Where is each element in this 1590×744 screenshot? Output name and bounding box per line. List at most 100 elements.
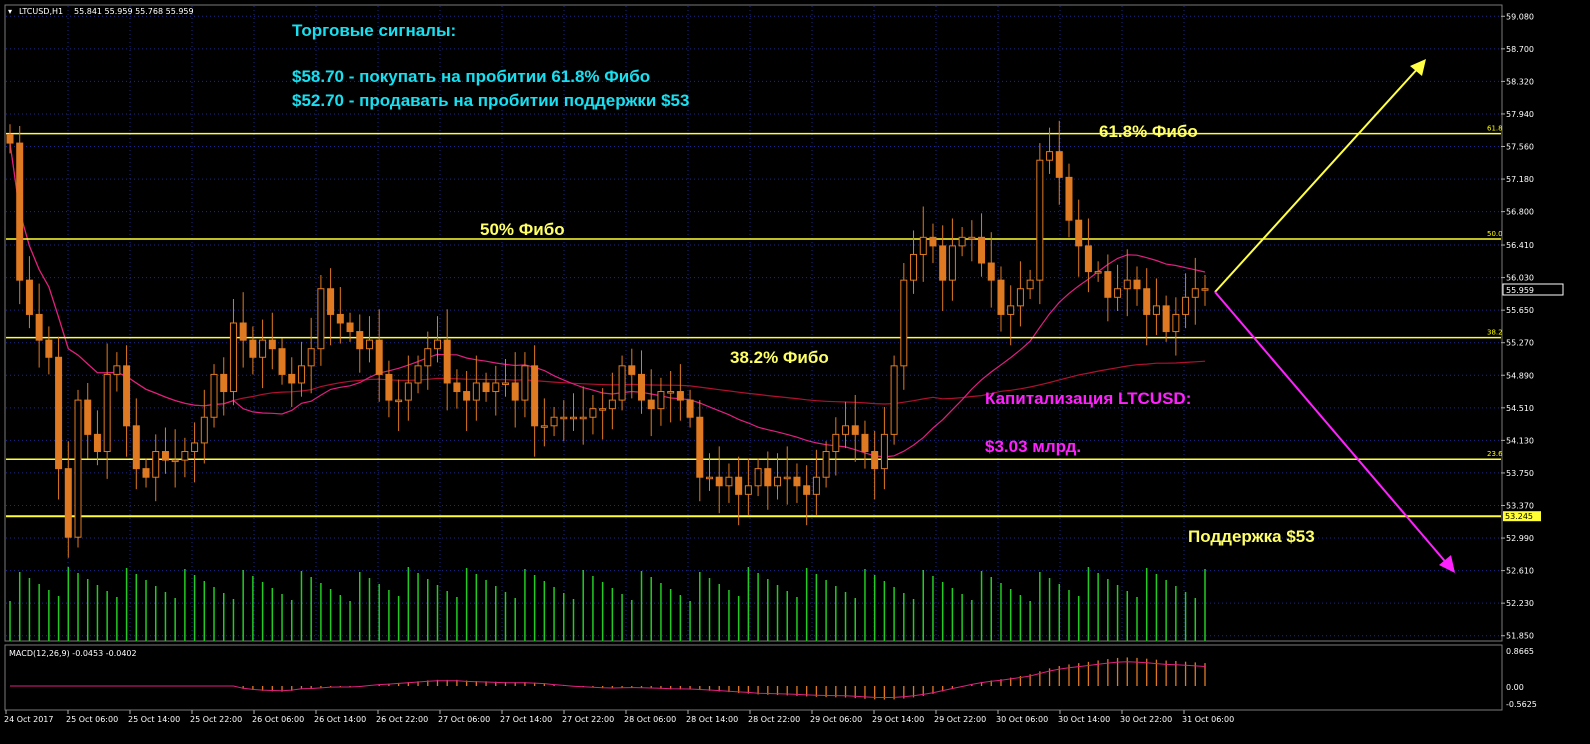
candle-body xyxy=(55,356,63,470)
candle-body xyxy=(608,399,616,410)
y-tick-label: 58.320 xyxy=(1506,77,1534,86)
x-axis: 24 Oct 2017 25 Oct 06:00 25 Oct 14:00 25 Oc… xyxy=(4,710,1234,724)
candle-body xyxy=(385,373,393,401)
arrow-up-head xyxy=(1410,59,1426,76)
x-tick-label: 24 Oct 2017 xyxy=(4,715,53,724)
candle-body xyxy=(715,476,723,487)
candle-body xyxy=(1046,151,1054,161)
candle-body xyxy=(229,322,237,393)
fibo-level-label: 53.245 xyxy=(1505,512,1533,521)
candle-body xyxy=(948,245,956,281)
candle-body xyxy=(278,348,286,375)
x-tick-label: 28 Oct 14:00 xyxy=(686,715,738,724)
x-tick-label: 30 Oct 06:00 xyxy=(996,715,1048,724)
candle-body xyxy=(1036,159,1044,281)
candle-body xyxy=(871,451,879,470)
macd-label: MACD(12,26,9) -0.0453 -0.0402 xyxy=(9,649,137,658)
x-tick-label: 29 Oct 14:00 xyxy=(872,715,924,724)
candle-body xyxy=(123,365,131,427)
macd-panel-frame xyxy=(4,644,1503,711)
candle-body xyxy=(25,279,33,315)
candle-body xyxy=(696,416,704,478)
candle-body xyxy=(540,425,548,428)
grid xyxy=(6,6,1501,640)
x-tick-label: 30 Oct 22:00 xyxy=(1120,715,1172,724)
candle-body xyxy=(1152,305,1160,315)
candle-body xyxy=(686,399,694,418)
candle-body xyxy=(132,425,140,470)
candle-body xyxy=(161,451,169,461)
candle-body xyxy=(968,236,976,240)
symbol-label: LTCUSD,H1 xyxy=(19,7,63,16)
support-label: Поддержка $53 xyxy=(1188,527,1315,546)
x-tick-label: 30 Oct 14:00 xyxy=(1058,715,1110,724)
candle-body xyxy=(327,288,335,315)
x-tick-label: 31 Oct 06:00 xyxy=(1182,715,1234,724)
candle-body xyxy=(1191,288,1199,298)
candle-body xyxy=(35,313,43,341)
candle-body xyxy=(492,382,500,393)
y-tick-label: 55.650 xyxy=(1506,306,1534,315)
candle-body xyxy=(482,382,490,393)
candle-body xyxy=(249,339,257,358)
candle-body xyxy=(463,391,471,401)
y-tick-label: 52.610 xyxy=(1506,567,1534,576)
candle-body xyxy=(501,382,509,385)
candle-body xyxy=(404,382,412,401)
candle-body xyxy=(142,468,150,478)
x-tick-label: 26 Oct 22:00 xyxy=(376,715,428,724)
candle-body xyxy=(744,485,752,495)
candle-body xyxy=(297,365,305,384)
y-tick-label: 57.940 xyxy=(1506,110,1534,119)
support-price-box xyxy=(1503,511,1541,522)
chart-menu-triangle[interactable]: ▾ xyxy=(8,7,12,16)
candle-body xyxy=(1094,271,1102,274)
fibo-50-label: 50% Фибо xyxy=(480,220,565,239)
candle-body xyxy=(103,373,111,453)
candle-body xyxy=(74,399,82,538)
y-tick-label: 53.750 xyxy=(1506,469,1534,478)
y-tick-label: 51.850 xyxy=(1506,632,1534,641)
candle-body xyxy=(812,476,820,495)
candle-body xyxy=(453,382,461,393)
candle-body xyxy=(424,348,432,367)
candle-body xyxy=(667,391,675,394)
candle-body xyxy=(1075,219,1083,247)
candle-body xyxy=(1065,176,1073,221)
candle-body xyxy=(1055,151,1063,178)
candle-body xyxy=(1104,271,1112,298)
candle-body xyxy=(200,416,208,444)
candle-body xyxy=(978,236,986,264)
candle-body xyxy=(725,476,733,487)
fibo-level-label: 50.0 xyxy=(1487,230,1503,238)
candle-body xyxy=(84,399,92,435)
price-marker: 55.959 xyxy=(1506,286,1534,295)
candle-body xyxy=(569,416,577,420)
y-tick-label: 56.800 xyxy=(1506,208,1534,217)
candle-body xyxy=(521,365,529,401)
candle-body xyxy=(433,339,441,350)
fibo-levels: 61.8 50.0 38.2 23.6 53.245 xyxy=(6,125,1541,522)
candle-body xyxy=(987,262,995,281)
candle-body xyxy=(210,373,218,418)
candle-body xyxy=(647,399,655,410)
candle-body xyxy=(793,476,801,487)
candle-body xyxy=(764,468,772,487)
fibo-618-label: 61.8% Фибо xyxy=(1099,122,1198,141)
candle-body xyxy=(997,279,1005,315)
candle-body xyxy=(1182,296,1190,315)
candle-body xyxy=(657,391,665,410)
y-tick-label: 53.370 xyxy=(1506,501,1534,510)
candle-body xyxy=(259,339,267,358)
candle-body xyxy=(395,399,403,403)
candle-body xyxy=(171,459,179,463)
y-tick-label: 56.410 xyxy=(1506,241,1534,250)
candle-body xyxy=(832,433,840,453)
candle-body xyxy=(735,476,743,495)
candle-body xyxy=(900,279,908,367)
candle-body xyxy=(638,373,646,401)
candles xyxy=(6,120,1209,558)
candle-body xyxy=(1172,313,1180,333)
